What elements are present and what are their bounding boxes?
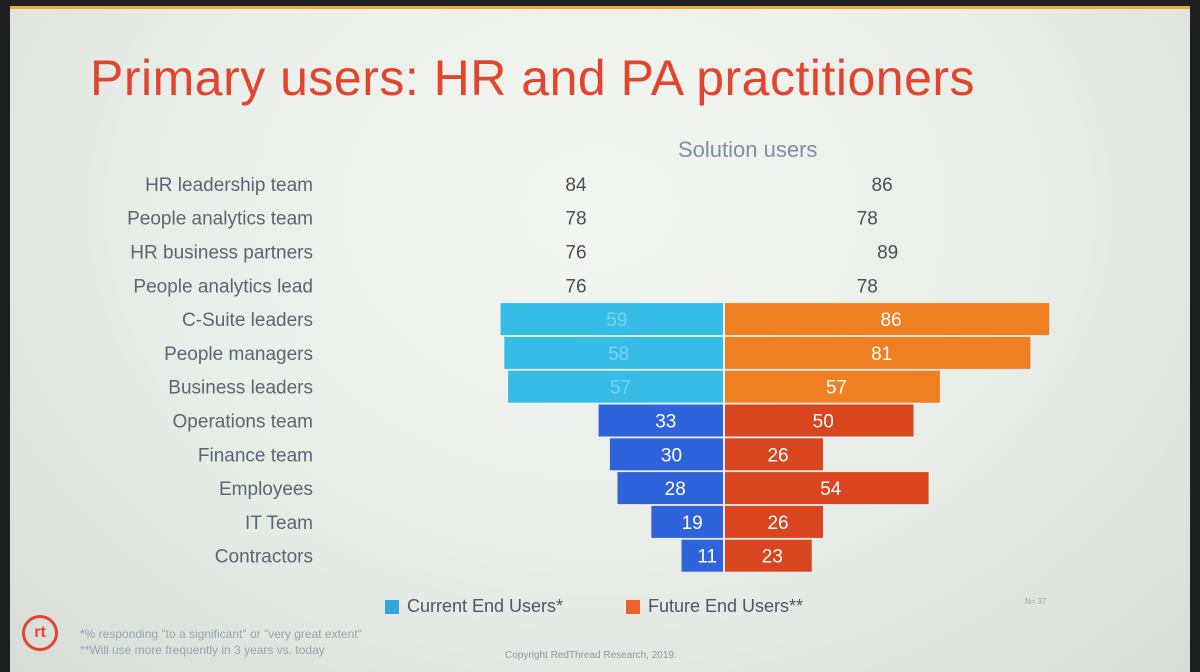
copyright-text: Copyright RedThread Research, 2019. bbox=[505, 650, 677, 661]
legend-current: Current End Users* bbox=[385, 596, 563, 617]
value-current-row-9: 28 bbox=[665, 479, 686, 500]
bar-future-row-11 bbox=[725, 539, 812, 572]
legend-future-swatch bbox=[626, 599, 640, 614]
bar-current-row-11 bbox=[681, 539, 723, 572]
category-label-row-5: People managers bbox=[164, 344, 313, 365]
value-future-row-1: 78 bbox=[857, 209, 878, 230]
value-future-row-0: 86 bbox=[872, 175, 893, 196]
category-label-row-7: Operations team bbox=[173, 412, 313, 433]
diverging-bar-chart: HR leadership team 84 86 People analytics t… bbox=[127, 175, 1050, 572]
value-future-row-10: 26 bbox=[767, 513, 788, 534]
bar-current-row-6 bbox=[508, 370, 723, 403]
value-current-row-0: 84 bbox=[565, 175, 587, 196]
value-current-row-8: 30 bbox=[661, 445, 682, 466]
category-label-row-4: C-Suite leaders bbox=[182, 310, 313, 331]
category-label-row-6: Business leaders bbox=[168, 378, 313, 399]
bar-current-row-7 bbox=[598, 404, 723, 437]
legend-current-swatch bbox=[385, 599, 399, 614]
category-label-row-10: IT Team bbox=[245, 513, 313, 534]
value-current-row-11: 11 bbox=[697, 547, 717, 568]
bar-future-row-5 bbox=[725, 336, 1031, 369]
value-current-row-7: 33 bbox=[655, 412, 676, 433]
category-label-row-9: Employees bbox=[219, 479, 313, 500]
slide-title: Primary users: HR and PA practitioners bbox=[90, 50, 976, 106]
footnote-2: **Will use more frequently in 3 years vs… bbox=[80, 643, 325, 657]
chart-subtitle: Solution users bbox=[678, 137, 818, 162]
bar-future-row-4 bbox=[725, 303, 1050, 336]
value-future-row-11: 23 bbox=[762, 547, 783, 568]
category-label-row-11: Contractors bbox=[215, 547, 313, 568]
category-label-row-1: People analytics team bbox=[127, 209, 313, 230]
bar-current-row-5 bbox=[504, 336, 723, 369]
value-future-row-3: 78 bbox=[857, 276, 878, 297]
footnote-1: *% responding "to a significant" or "ver… bbox=[80, 627, 362, 641]
value-future-row-4: 86 bbox=[881, 310, 902, 331]
value-future-row-7: 50 bbox=[813, 412, 834, 433]
bar-current-row-4 bbox=[500, 303, 723, 336]
bar-future-row-9 bbox=[725, 472, 929, 505]
value-current-row-5: 58 bbox=[608, 344, 629, 365]
redthread-logo: rt bbox=[22, 615, 58, 651]
category-label-row-8: Finance team bbox=[198, 445, 313, 466]
bar-future-row-10 bbox=[725, 505, 824, 538]
value-future-row-2: 89 bbox=[877, 243, 898, 264]
bar-current-row-9 bbox=[617, 472, 723, 505]
legend-future: Future End Users** bbox=[626, 596, 803, 617]
value-future-row-6: 57 bbox=[826, 378, 847, 399]
value-current-row-6: 57 bbox=[610, 378, 631, 399]
bar-future-row-7 bbox=[725, 404, 914, 437]
value-current-row-3: 76 bbox=[565, 276, 586, 297]
value-future-row-5: 81 bbox=[871, 344, 892, 365]
category-label-row-2: HR business partners bbox=[130, 243, 313, 264]
bar-future-row-8 bbox=[725, 438, 824, 471]
category-label-row-3: People analytics lead bbox=[133, 276, 313, 297]
value-current-row-10: 19 bbox=[682, 513, 703, 534]
bar-current-row-8 bbox=[609, 438, 723, 471]
sample-size-label: N= 37 bbox=[1025, 597, 1047, 606]
value-future-row-8: 26 bbox=[767, 445, 788, 466]
value-current-row-1: 78 bbox=[565, 209, 586, 230]
slide: Primary users: HR and PA practitioners S… bbox=[10, 6, 1190, 672]
legend-future-label: Future End Users** bbox=[648, 596, 804, 616]
value-current-row-2: 76 bbox=[565, 243, 586, 264]
value-current-row-4: 59 bbox=[606, 310, 627, 331]
bar-future-row-6 bbox=[725, 370, 940, 403]
value-future-row-9: 54 bbox=[820, 479, 842, 500]
bar-current-row-10 bbox=[651, 505, 723, 538]
legend-current-label: Current End Users* bbox=[407, 596, 564, 616]
category-label-row-0: HR leadership team bbox=[145, 175, 313, 196]
